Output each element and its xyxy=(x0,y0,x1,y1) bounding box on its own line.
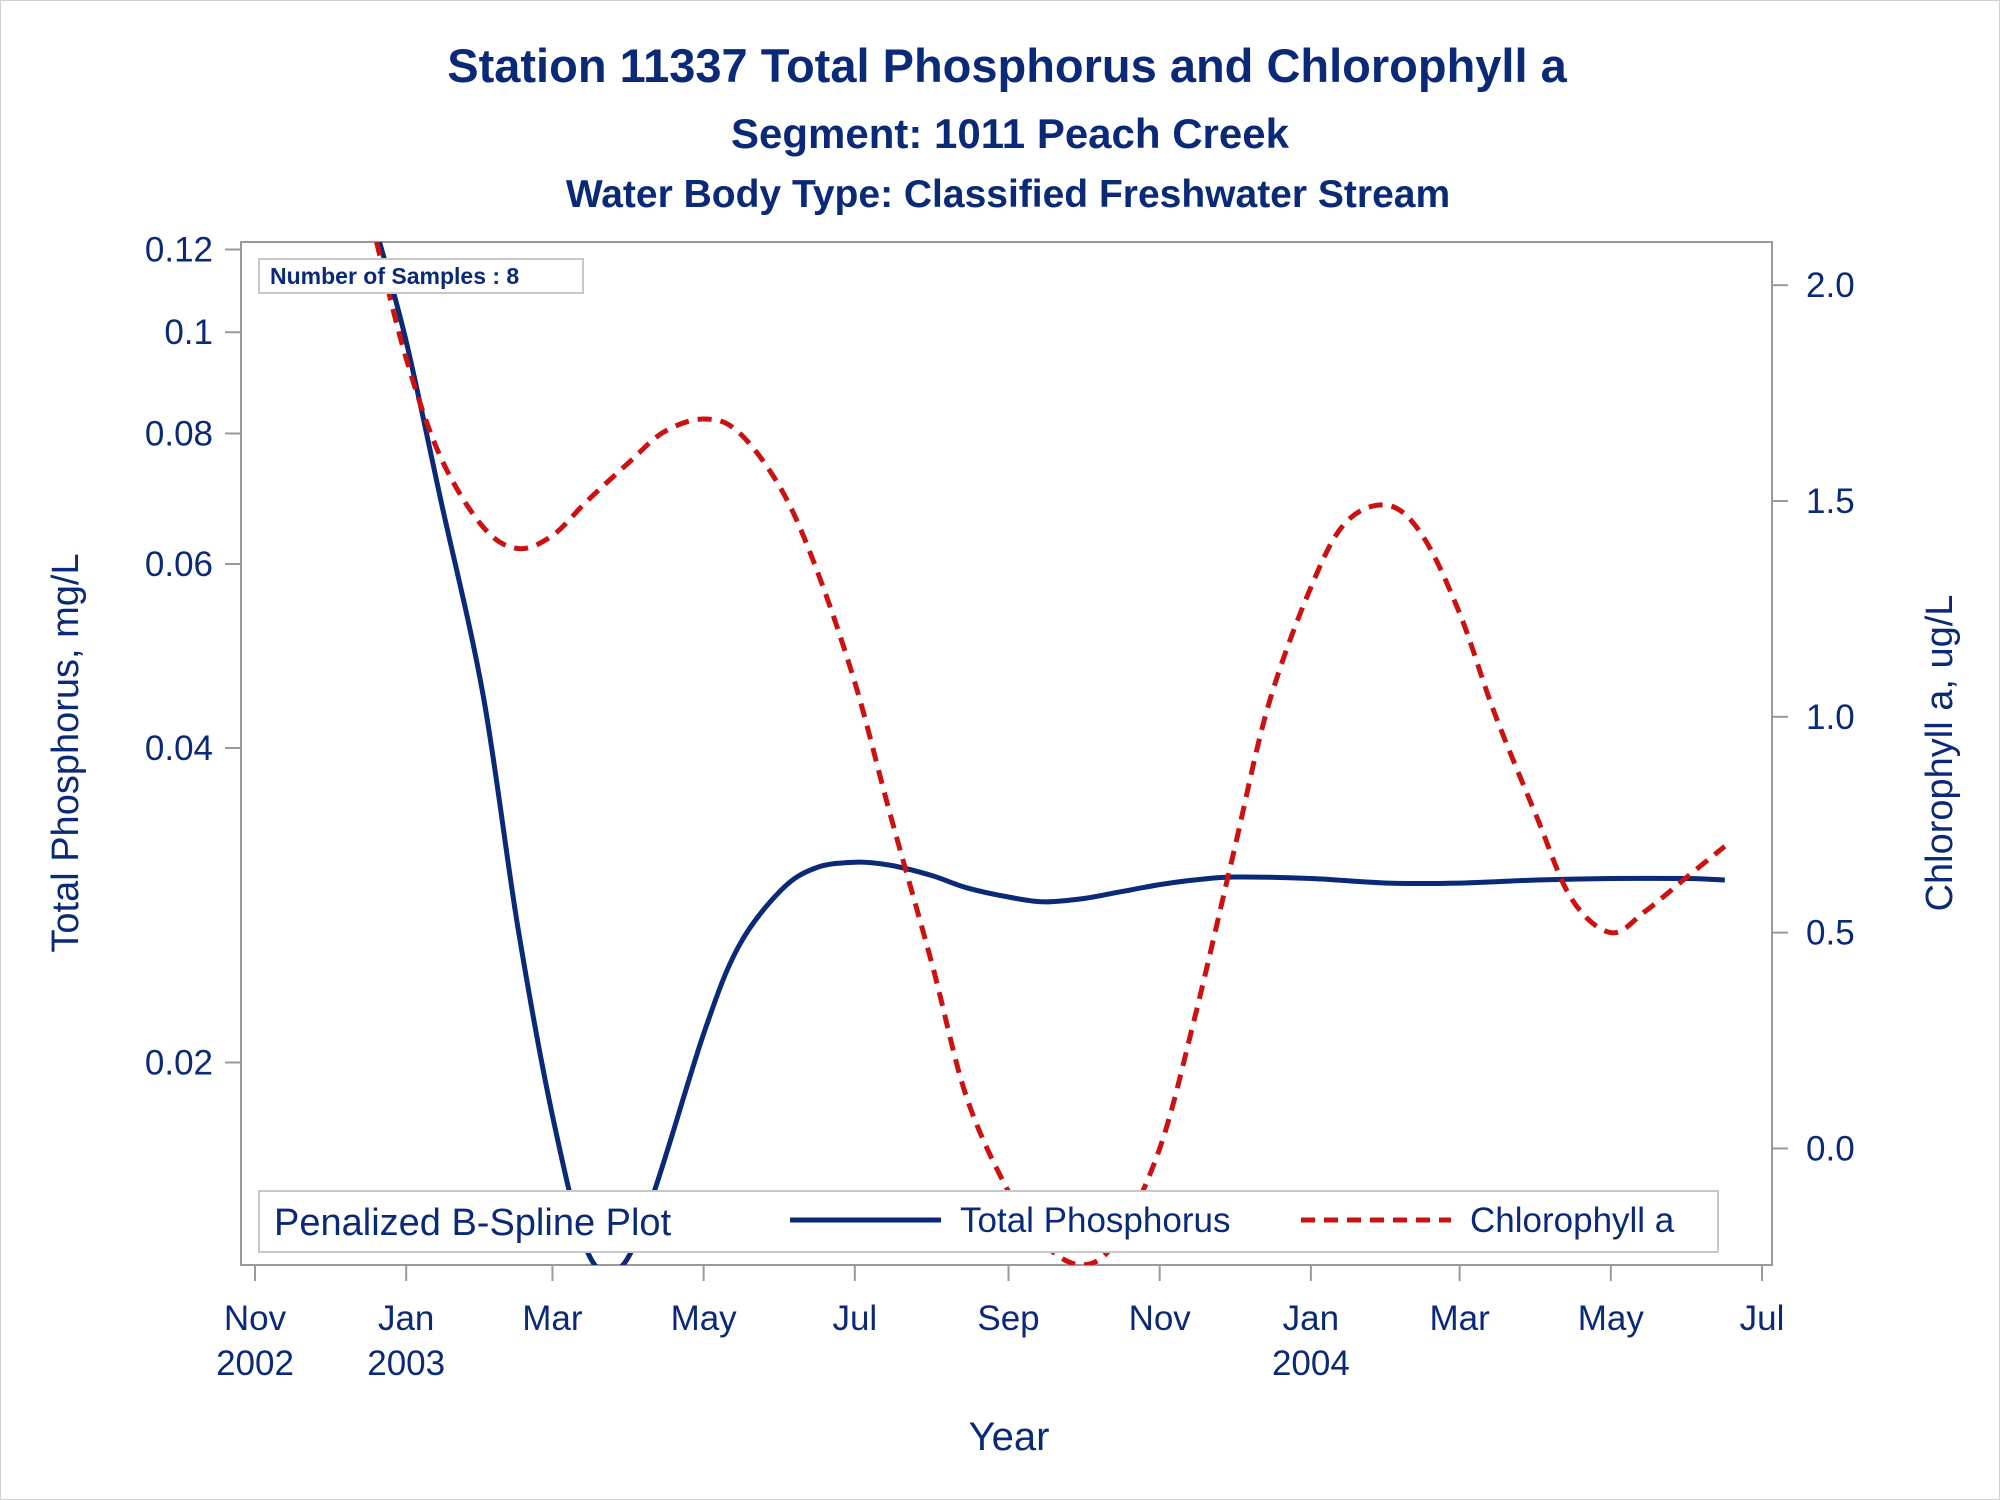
x-tick-label: Sep xyxy=(977,1299,1039,1338)
x-tick-year-label: 2003 xyxy=(367,1344,445,1383)
x-tick-label: May xyxy=(1578,1299,1645,1338)
x-tick-label: May xyxy=(671,1299,738,1338)
x-tick-label: Nov xyxy=(224,1299,287,1338)
legend-label-total-phosphorus: Total Phosphorus xyxy=(960,1201,1230,1240)
y-right-tick-label: 0.5 xyxy=(1806,914,1855,953)
y-axis-left-ticks: 0.02 0.04 0.06 0.08 0.1 0.12 xyxy=(145,231,241,1083)
x-tick-label: Mar xyxy=(1429,1299,1490,1338)
y-axis-right-ticks: 0.0 0.5 1.0 1.5 2.0 xyxy=(1772,266,1855,1168)
x-tick-label: Jul xyxy=(1740,1299,1785,1338)
y-axis-left-label: Total Phosphorus, mg/L xyxy=(45,553,87,952)
series-layer xyxy=(374,242,1727,1265)
y-left-tick-label: 0.06 xyxy=(145,545,213,584)
sample-count-label: Number of Samples : 8 xyxy=(270,263,519,289)
y-left-tick-label: 0.02 xyxy=(145,1044,213,1083)
chart-subtitle-segment: Segment: 1011 Peach Creek xyxy=(731,110,1290,157)
y-right-tick-label: 1.5 xyxy=(1806,482,1855,521)
x-tick-year-label: 2002 xyxy=(216,1344,294,1383)
legend: Penalized B-Spline Plot Total Phosphorus… xyxy=(258,1190,1719,1253)
series-line-chlorophyll-a xyxy=(374,242,1727,1265)
sample-count-inset: Number of Samples : 8 xyxy=(258,258,584,294)
y-right-tick-label: 1.0 xyxy=(1806,698,1855,737)
legend-title: Penalized B-Spline Plot xyxy=(274,1202,672,1244)
x-tick-label: Nov xyxy=(1129,1299,1192,1338)
y-right-tick-label: 0.0 xyxy=(1806,1129,1855,1168)
series-line-total-phosphorus xyxy=(376,242,1725,1265)
y-left-tick-label: 0.1 xyxy=(164,313,213,352)
x-tick-year-label: 2004 xyxy=(1272,1344,1350,1383)
x-axis-label: Year xyxy=(969,1415,1050,1459)
legend-label-chlorophyll-a: Chlorophyll a xyxy=(1470,1201,1675,1240)
plot-area-border xyxy=(240,241,1773,1266)
chart-title: Station 11337 Total Phosphorus and Chlor… xyxy=(447,39,1567,92)
y-left-tick-label: 0.08 xyxy=(145,414,213,453)
y-right-tick-label: 2.0 xyxy=(1806,266,1855,305)
x-tick-label: Jul xyxy=(832,1299,877,1338)
x-tick-label: Jan xyxy=(378,1299,434,1338)
x-tick-label: Mar xyxy=(522,1299,583,1338)
x-axis-ticks: Nov 2002 Jan 2003 Mar May Jul Sep Nov Jan 2004 Mar M… xyxy=(216,1265,1784,1383)
y-left-tick-label: 0.04 xyxy=(145,729,213,768)
chart-subtitle-waterbody: Water Body Type: Classified Freshwater S… xyxy=(566,173,1450,216)
y-axis-right-label: Chlorophyll a, ug/L xyxy=(1919,595,1961,912)
x-tick-label: Jan xyxy=(1283,1299,1339,1338)
y-left-tick-label: 0.12 xyxy=(145,231,213,270)
